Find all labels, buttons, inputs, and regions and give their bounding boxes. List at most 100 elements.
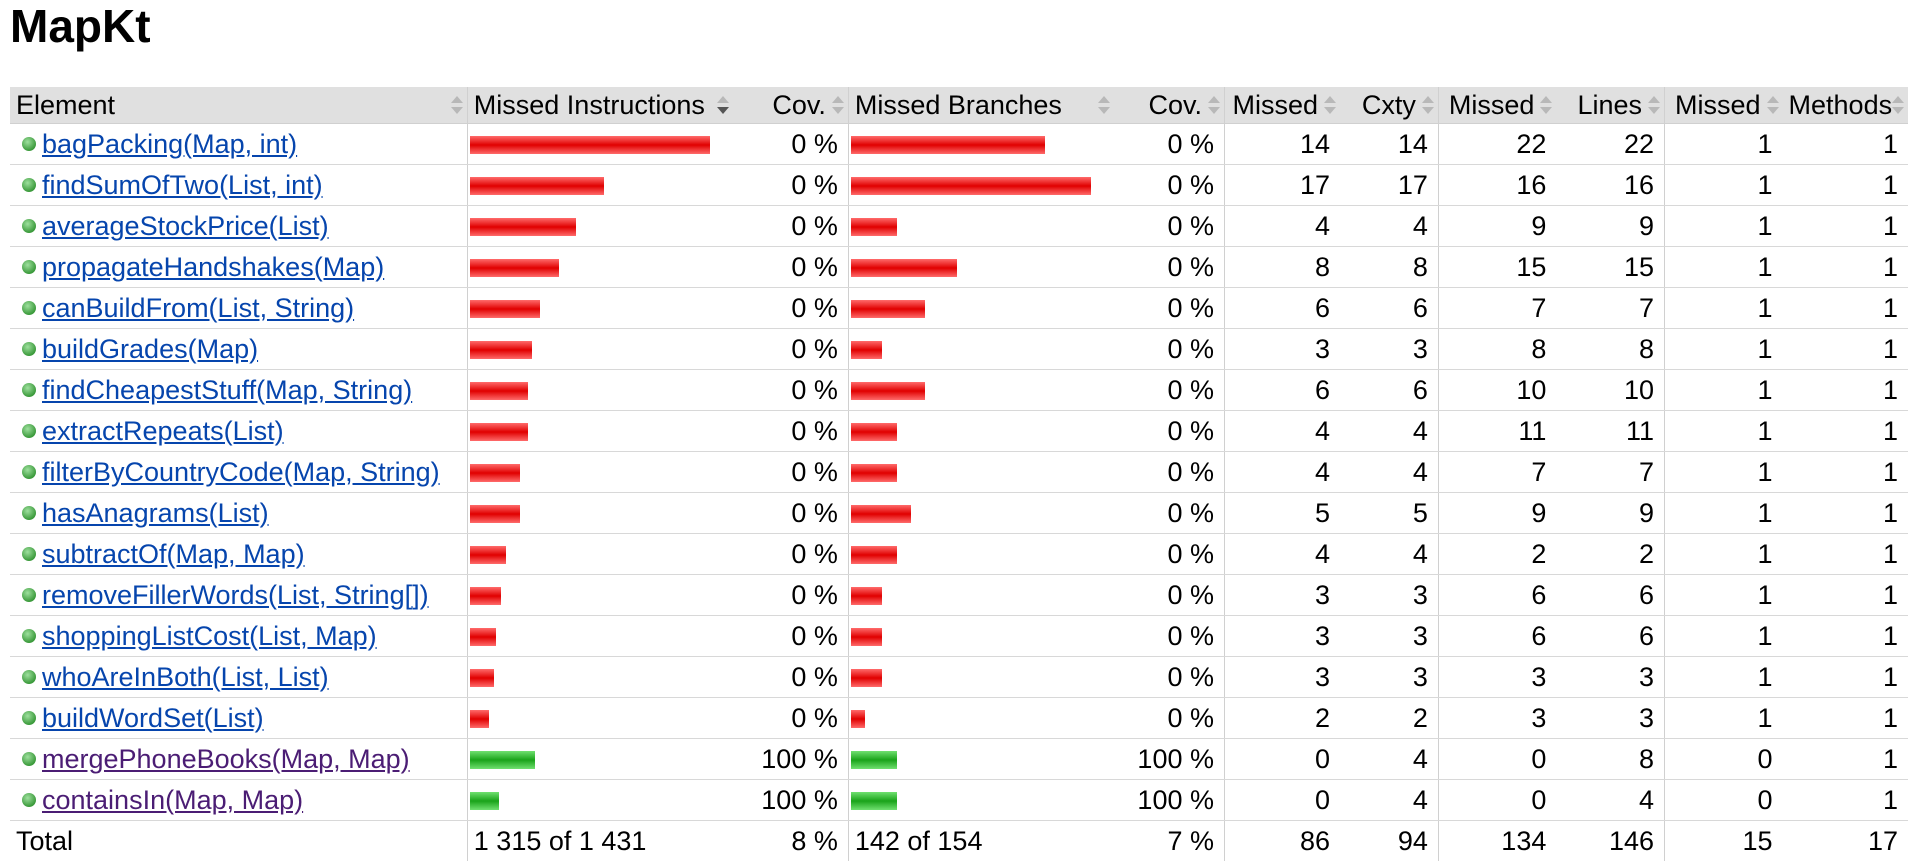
cxty-cell: 3	[1340, 328, 1439, 370]
col-missed-cxty-header[interactable]: Missed	[1223, 87, 1341, 124]
col-element-label: Element	[16, 89, 116, 120]
method-name: containsIn(Map, Map)	[42, 784, 304, 815]
branches-coverage-bar	[850, 300, 925, 319]
missed-methods-cell: 1	[1664, 410, 1783, 452]
total-row: Total 1 315 of 1 431 8 % 142 of 154 7 % …	[10, 820, 1908, 861]
missed-branches-cell	[847, 533, 1114, 575]
method-link[interactable]: canBuildFrom(List, String)	[16, 293, 354, 323]
methods-cell: 1	[1782, 369, 1908, 411]
method-bullet-icon	[22, 546, 36, 561]
method-bullet-icon	[22, 587, 36, 602]
method-link[interactable]: averageStockPrice(List)	[16, 211, 329, 241]
method-link[interactable]: propagateHandshakes(Map)	[16, 252, 384, 282]
method-name: propagateHandshakes(Map)	[42, 251, 385, 282]
table-row: whoAreInBoth(List, List) 0 % 0 % 3 3 3 3 1 1	[10, 656, 1908, 698]
col-missed-lines-header[interactable]: Missed	[1437, 87, 1557, 124]
missed-branches-cell	[847, 451, 1114, 493]
total-cxty: 94	[1397, 825, 1428, 856]
method-link[interactable]: buildGrades(Map)	[16, 334, 258, 364]
missed-instructions-cell	[466, 533, 733, 575]
element-cell: whoAreInBoth(List, List)	[10, 656, 468, 698]
branches-coverage-bar	[850, 710, 865, 729]
col-branch-cov-header[interactable]: Cov.	[1113, 87, 1225, 124]
sort-icon	[831, 95, 844, 115]
method-link[interactable]: whoAreInBoth(List, List)	[16, 662, 329, 692]
missed-lines-cell: 7	[1437, 287, 1557, 329]
method-bullet-icon	[22, 792, 36, 807]
missed-cxty-cell: 4	[1223, 451, 1341, 493]
method-name: canBuildFrom(List, String)	[42, 292, 355, 323]
method-link[interactable]: shoppingListCost(List, Map)	[16, 621, 377, 651]
cxty-cell: 4	[1340, 779, 1439, 821]
method-link[interactable]: extractRepeats(List)	[16, 416, 284, 446]
method-link[interactable]: mergePhoneBooks(Map, Map)	[16, 744, 410, 774]
element-cell: buildWordSet(List)	[10, 697, 468, 739]
method-name: findCheapestStuff(Map, String)	[42, 374, 413, 405]
table-row: findSumOfTwo(List, int) 0 % 0 % 17 17 16 16 1 1	[10, 164, 1908, 206]
method-link[interactable]: bagPacking(Map, int)	[16, 129, 297, 159]
missed-instructions-cell	[466, 410, 733, 452]
missed-branches-cell	[847, 164, 1114, 206]
missed-methods-cell: 1	[1664, 697, 1783, 739]
missed-methods-cell: 1	[1664, 574, 1783, 616]
table-row: shoppingListCost(List, Map) 0 % 0 % 3 3 6 6 1 1	[10, 615, 1908, 657]
method-link[interactable]: findCheapestStuff(Map, String)	[16, 375, 412, 405]
method-name: filterByCountryCode(Map, String)	[42, 456, 440, 487]
instructions-coverage-bar	[469, 792, 499, 811]
missed-lines-cell: 16	[1437, 164, 1557, 206]
missed-cxty-cell: 3	[1223, 656, 1341, 698]
col-branch-cov-label: Cov.	[1148, 89, 1202, 120]
missed-cxty-cell: 4	[1223, 533, 1341, 575]
lines-cell: 16	[1556, 164, 1665, 206]
method-name: averageStockPrice(List)	[42, 210, 329, 241]
col-missed-methods-header[interactable]: Missed	[1664, 87, 1783, 124]
col-missed-branches-header[interactable]: Missed Branches	[847, 87, 1114, 124]
method-link[interactable]: findSumOfTwo(List, int)	[16, 170, 323, 200]
missed-methods-cell: 1	[1664, 656, 1783, 698]
instructions-coverage-bar	[469, 587, 501, 606]
lines-cell: 8	[1556, 738, 1665, 780]
method-link[interactable]: subtractOf(Map, Map)	[16, 539, 305, 569]
table-row: removeFillerWords(List, String[]) 0 % 0 % 3…	[10, 574, 1908, 616]
sort-icon	[1207, 95, 1220, 115]
instr-cov-cell: 0 %	[732, 123, 849, 165]
branch-cov-cell: 0 %	[1113, 533, 1225, 575]
branches-coverage-bar	[850, 464, 897, 483]
missed-methods-cell: 1	[1664, 533, 1783, 575]
cxty-cell: 3	[1340, 615, 1439, 657]
element-cell: extractRepeats(List)	[10, 410, 468, 452]
method-bullet-icon	[22, 382, 36, 397]
col-methods-header[interactable]: Methods	[1782, 87, 1908, 124]
col-element-header[interactable]: Element	[10, 87, 468, 124]
cxty-cell: 6	[1340, 287, 1439, 329]
missed-cxty-cell: 0	[1223, 779, 1341, 821]
method-name: buildWordSet(List)	[42, 702, 264, 733]
col-instr-cov-label: Cov.	[772, 89, 826, 120]
missed-lines-cell: 22	[1437, 123, 1557, 165]
branch-cov-cell: 0 %	[1113, 205, 1225, 247]
table-row: extractRepeats(List) 0 % 0 % 4 4 11 11 1 1	[10, 410, 1908, 452]
col-missed-instructions-header[interactable]: Missed Instructions	[466, 87, 733, 124]
col-instr-cov-header[interactable]: Cov.	[732, 87, 849, 124]
branch-cov-cell: 0 %	[1113, 492, 1225, 534]
total-missed-methods: 15	[1664, 820, 1783, 861]
missed-branches-cell	[847, 205, 1114, 247]
instructions-coverage-bar	[469, 546, 506, 565]
method-name: shoppingListCost(List, Map)	[42, 620, 377, 651]
cxty-cell: 17	[1340, 164, 1439, 206]
cxty-cell: 4	[1340, 410, 1439, 452]
col-cxty-header[interactable]: Cxty	[1340, 87, 1439, 124]
instructions-coverage-bar	[469, 136, 710, 155]
instr-cov-cell: 0 %	[732, 574, 849, 616]
col-lines-header[interactable]: Lines	[1556, 87, 1665, 124]
method-link[interactable]: removeFillerWords(List, String[])	[16, 580, 429, 610]
missed-instructions-cell	[466, 369, 733, 411]
lines-cell: 9	[1556, 205, 1665, 247]
method-link[interactable]: buildWordSet(List)	[16, 703, 264, 733]
method-link[interactable]: containsIn(Map, Map)	[16, 785, 303, 815]
method-link[interactable]: filterByCountryCode(Map, String)	[16, 457, 440, 487]
methods-cell: 1	[1782, 697, 1908, 739]
method-link[interactable]: hasAnagrams(List)	[16, 498, 269, 528]
instr-cov-cell: 0 %	[732, 328, 849, 370]
missed-branches-cell	[847, 369, 1114, 411]
